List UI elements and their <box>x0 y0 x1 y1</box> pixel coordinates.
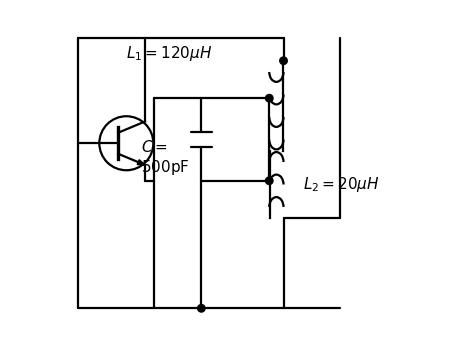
Text: $500\mathrm{pF}$: $500\mathrm{pF}$ <box>141 158 190 177</box>
Text: $L_1 = 120\mu H$: $L_1 = 120\mu H$ <box>127 44 213 63</box>
Circle shape <box>198 304 205 312</box>
Polygon shape <box>137 160 145 165</box>
Text: $C =$: $C =$ <box>141 139 168 155</box>
Circle shape <box>265 95 273 102</box>
Circle shape <box>280 57 287 64</box>
Text: $L_2 = 20\mu H$: $L_2 = 20\mu H$ <box>302 175 379 194</box>
Circle shape <box>265 177 273 184</box>
